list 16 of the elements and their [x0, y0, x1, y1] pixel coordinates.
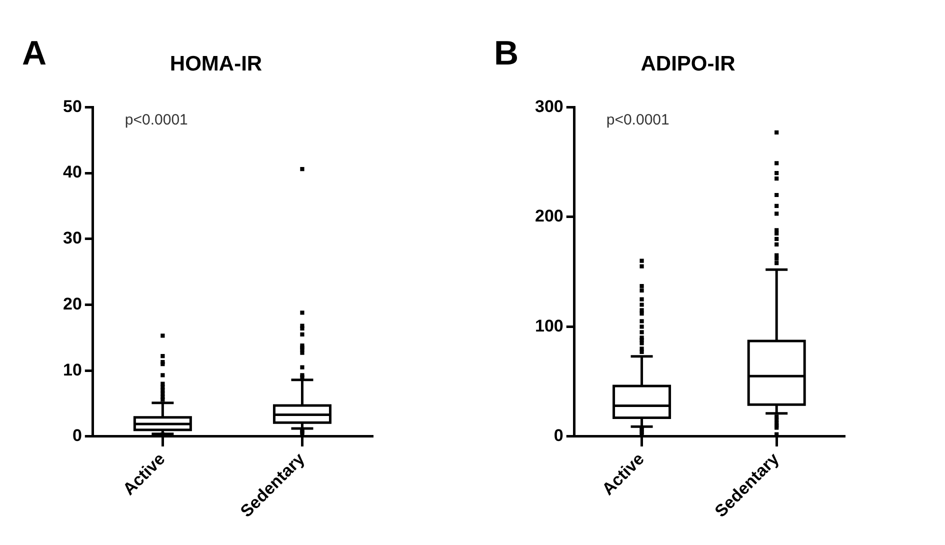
chart-title: HOMA-IR — [170, 52, 262, 76]
y-tick-label: 100 — [534, 316, 564, 336]
y-tick-label: 50 — [62, 96, 82, 116]
annotation: p<0.0001 — [606, 111, 670, 128]
text: B — [494, 34, 519, 72]
y-tick-label: 0 — [554, 426, 564, 446]
y-tick-label: 20 — [62, 294, 82, 314]
y-tick-label: 30 — [62, 228, 82, 248]
chart-title: ADIPO-IR — [640, 52, 736, 76]
text: A — [22, 34, 47, 72]
y-tick-label: 200 — [534, 206, 564, 226]
y-tick-label: 0 — [72, 426, 82, 446]
y-tick-label: 10 — [62, 360, 82, 380]
annotation: p<0.0001 — [124, 111, 188, 128]
y-tick-label: 300 — [534, 96, 564, 116]
y-tick-label: 40 — [62, 162, 82, 182]
